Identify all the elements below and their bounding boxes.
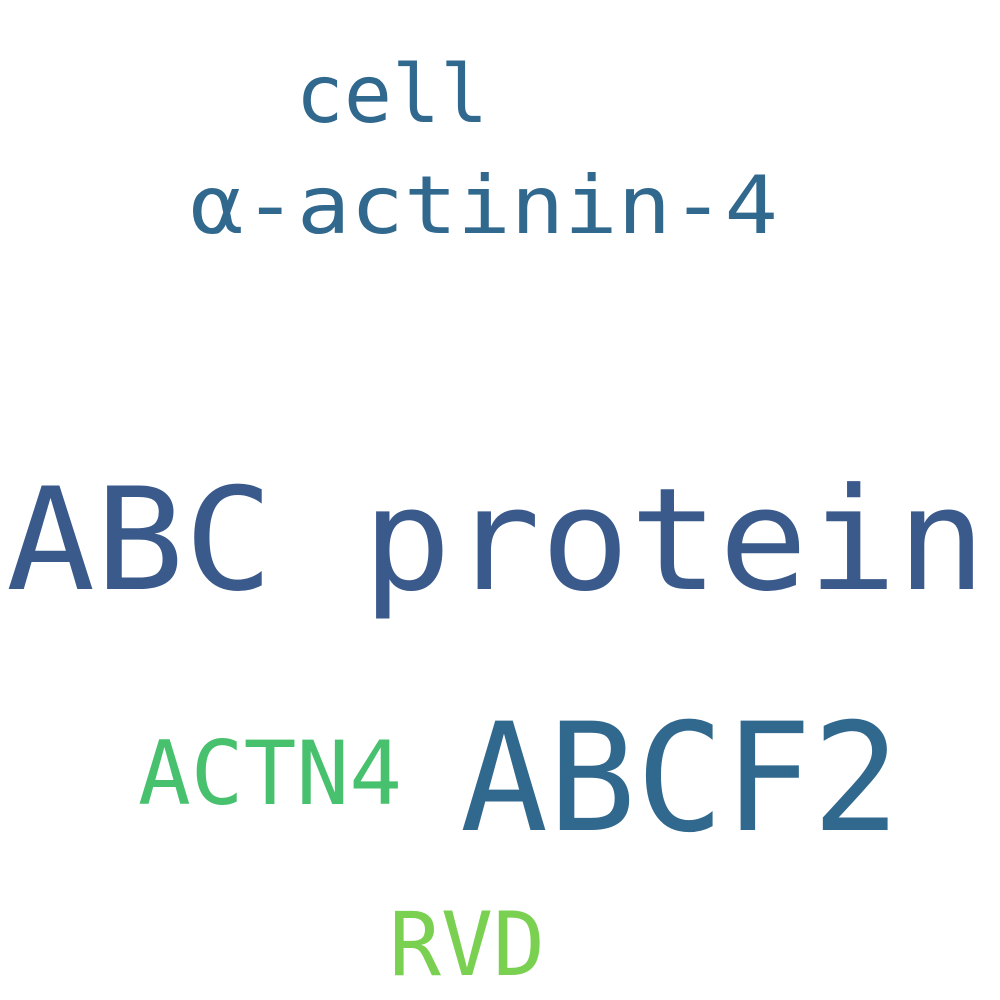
word-cell: cell	[296, 48, 489, 141]
word-abcf2: ABCF2	[460, 692, 900, 866]
word-alpha-actinin-4: α-actinin-4	[190, 159, 778, 252]
word-actn4: ACTN4	[138, 722, 402, 825]
word-rvd: RVD	[389, 893, 545, 996]
word-abc-protein: ABC protein	[6, 458, 986, 623]
